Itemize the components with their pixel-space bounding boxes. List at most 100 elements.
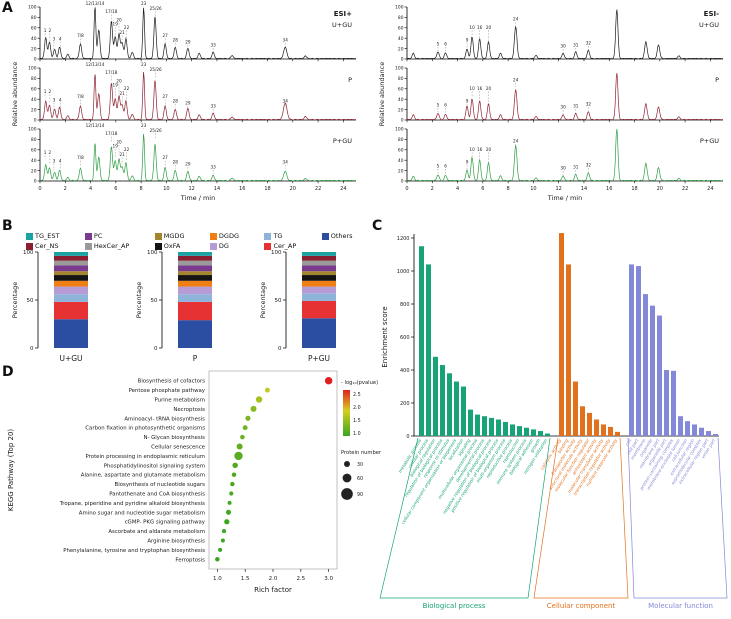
legend-label: TG_EST — [35, 232, 60, 240]
svg-text:7/8: 7/8 — [77, 94, 84, 99]
kegg-dot — [255, 396, 263, 403]
go-bar — [426, 264, 431, 436]
kegg-dot — [250, 405, 257, 412]
go-bar — [510, 424, 515, 436]
svg-text:80: 80 — [31, 137, 37, 143]
kegg-dot — [229, 491, 234, 496]
svg-text:9: 9 — [466, 98, 469, 103]
kegg-dot — [264, 387, 270, 393]
svg-text:40: 40 — [398, 36, 404, 42]
legend-swatch — [154, 242, 162, 250]
svg-text:12: 12 — [188, 186, 194, 192]
svg-text:100: 100 — [395, 66, 404, 72]
go-bar — [475, 414, 480, 436]
legend-swatch — [321, 232, 329, 240]
svg-text:0: 0 — [34, 179, 37, 185]
svg-text:2: 2 — [49, 28, 52, 33]
go-bar — [685, 421, 690, 436]
svg-text:31: 31 — [573, 165, 579, 170]
stack-segment-HexCer_AP — [178, 260, 212, 266]
size-legend-dot — [343, 460, 351, 468]
svg-text:cGMP- PKG signaling pathway: cGMP- PKG signaling pathway — [125, 520, 206, 526]
go-bar — [440, 365, 445, 436]
stack-segment-TG — [54, 294, 88, 302]
svg-text:Rich factor: Rich factor — [254, 586, 292, 594]
stack-segment-Cer_NS — [302, 255, 336, 261]
svg-text:0: 0 — [401, 179, 404, 185]
svg-text:P: P — [348, 76, 352, 84]
svg-text:Percentage: Percentage — [259, 282, 267, 319]
svg-text:10: 10 — [530, 186, 536, 192]
svg-text:20: 20 — [116, 18, 122, 23]
svg-text:20: 20 — [116, 79, 122, 84]
svg-text:34: 34 — [283, 37, 289, 42]
svg-text:20: 20 — [290, 186, 296, 192]
svg-text:20: 20 — [116, 140, 122, 145]
svg-text:8: 8 — [140, 186, 143, 192]
stacked-bar-p: 0 50 100 P Percentage — [135, 250, 212, 363]
kegg-dot — [224, 519, 230, 525]
stack-segment-Others — [302, 318, 336, 348]
svg-text:16: 16 — [239, 186, 245, 192]
svg-text:27: 27 — [162, 33, 168, 38]
svg-text:16: 16 — [477, 86, 483, 91]
go-bar — [706, 431, 711, 436]
svg-text:12/13/14: 12/13/14 — [86, 1, 105, 6]
svg-text:- log₁₀(pvalue): - log₁₀(pvalue) — [341, 380, 378, 386]
svg-text:19: 19 — [113, 83, 119, 88]
legend-swatch — [84, 242, 92, 250]
svg-text:Tropane, piperidine and pyridi: Tropane, piperidine and pyridine alkaloi… — [59, 501, 205, 507]
go-bar — [482, 416, 487, 436]
stack-segment-PC — [178, 265, 212, 272]
svg-text:100: 100 — [23, 250, 34, 256]
kegg-dot — [215, 557, 220, 562]
svg-text:2.0: 2.0 — [269, 576, 278, 582]
svg-text:32: 32 — [586, 40, 592, 45]
svg-text:2.5: 2.5 — [353, 392, 361, 398]
svg-text:31: 31 — [573, 104, 579, 109]
svg-text:Arginine biosynthesis: Arginine biosynthesis — [147, 539, 205, 545]
svg-text:3: 3 — [53, 158, 56, 163]
go-bar — [629, 264, 634, 436]
svg-text:0: 0 — [406, 434, 409, 440]
stack-segment-MGDG — [178, 271, 212, 276]
legend-label: MGDG — [163, 232, 185, 240]
legend-label: HexCer_AP — [93, 242, 130, 250]
legend-label: OxFA — [163, 242, 181, 250]
stack-segment-Cer_AP — [54, 301, 88, 320]
svg-text:1: 1 — [44, 150, 47, 155]
svg-text:12: 12 — [555, 186, 561, 192]
svg-text:Time / min: Time / min — [547, 194, 583, 202]
svg-text:27: 27 — [162, 155, 168, 160]
svg-text:KEGG Pathway (Top 20): KEGG Pathway (Top 20) — [7, 429, 15, 512]
svg-text:40: 40 — [31, 158, 37, 164]
svg-text:0: 0 — [30, 346, 34, 352]
chromatogram-trace — [406, 73, 723, 121]
svg-text:24: 24 — [340, 186, 346, 192]
svg-text:Relative abundance: Relative abundance — [378, 62, 386, 126]
svg-text:600: 600 — [400, 335, 410, 341]
svg-text:100: 100 — [395, 127, 404, 133]
legend-swatch — [209, 232, 217, 240]
svg-text:24: 24 — [707, 186, 713, 192]
stack-segment-Cer_NS — [178, 255, 212, 261]
svg-text:2: 2 — [49, 89, 52, 94]
kegg-dot — [242, 425, 248, 431]
svg-text:1: 1 — [44, 28, 47, 33]
svg-text:23: 23 — [141, 62, 147, 67]
svg-text:10: 10 — [163, 186, 169, 192]
svg-text:21: 21 — [119, 91, 125, 96]
go-bar — [496, 419, 501, 436]
svg-text:23: 23 — [141, 1, 147, 6]
legend-swatch — [264, 232, 272, 240]
svg-text:Ferroptosis: Ferroptosis — [175, 557, 205, 563]
kegg-dot — [221, 529, 227, 534]
svg-text:60: 60 — [31, 26, 37, 32]
svg-text:22: 22 — [124, 25, 130, 30]
go-bar — [587, 412, 592, 436]
svg-text:12/13/14: 12/13/14 — [86, 62, 105, 67]
svg-text:6: 6 — [444, 102, 447, 107]
svg-text:Molecular function: Molecular function — [648, 602, 713, 610]
